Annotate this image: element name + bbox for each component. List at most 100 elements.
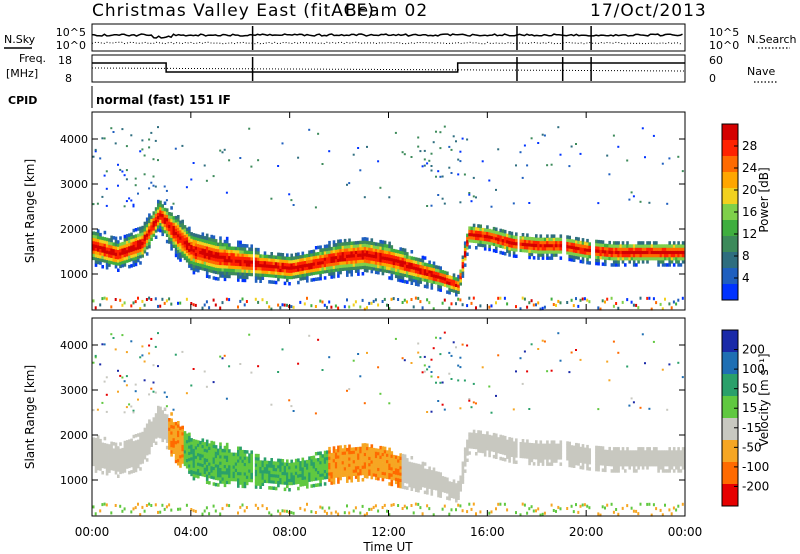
power-cell (581, 257, 585, 261)
power-cell (268, 258, 271, 262)
power-cell (483, 243, 487, 248)
velocity-cell (103, 343, 106, 346)
power-cell (381, 265, 385, 269)
power-cell (334, 268, 338, 272)
velocity-cell (334, 510, 337, 514)
velocity-cell (330, 452, 333, 457)
power-cell (179, 301, 182, 305)
velocity-cell (101, 458, 104, 462)
velocity-cell (321, 457, 325, 461)
power-cell (201, 306, 204, 310)
power-cell (410, 259, 414, 263)
velocity-cell (214, 509, 217, 513)
velocity-cell (239, 468, 242, 473)
power-cell (303, 254, 307, 258)
power-cell (125, 237, 129, 241)
power-cell (354, 300, 357, 304)
velocity-cell (370, 453, 374, 458)
velocity-cell (448, 487, 451, 492)
velocity-cell (219, 480, 222, 484)
velocity-cell (401, 472, 405, 477)
power-cell (221, 258, 225, 263)
power-cell (397, 265, 400, 270)
velocity-cell (488, 434, 491, 439)
power-cell (559, 256, 563, 260)
power-cell (388, 307, 391, 311)
power-cell (368, 263, 371, 267)
velocity-cell (228, 449, 231, 453)
power-cell (648, 244, 651, 248)
velocity-cell (108, 444, 111, 448)
velocity-cell (172, 447, 176, 451)
velocity-cell (248, 462, 251, 467)
velocity-cell (121, 469, 124, 474)
power-cell (326, 250, 329, 255)
power-cell (397, 262, 400, 266)
velocity-cell (443, 408, 446, 411)
velocity-cell (612, 462, 616, 467)
velocity-cell (497, 443, 500, 447)
power-cell (210, 263, 213, 267)
velocity-cell (548, 443, 551, 448)
power-cell (177, 246, 180, 250)
velocity-cell (495, 449, 498, 453)
power-cell (194, 240, 198, 244)
power-cell (283, 272, 287, 276)
power-cell (390, 267, 394, 271)
velocity-cell (363, 449, 367, 453)
velocity-cell (130, 340, 133, 343)
velocity-cell (154, 432, 158, 436)
velocity-cell (203, 467, 207, 471)
power-cell (421, 277, 425, 282)
velocity-cell (237, 462, 240, 466)
velocity-cell (143, 509, 146, 513)
power-cell (128, 258, 131, 263)
velocity-cell (225, 445, 229, 450)
velocity-cell (237, 471, 240, 476)
power-cell (179, 255, 182, 259)
velocity-cell (306, 459, 309, 464)
velocity-cell (450, 488, 454, 492)
power-cell (530, 252, 534, 257)
power-cell (254, 269, 258, 274)
power-cell (157, 209, 160, 213)
velocity-cell (257, 506, 260, 510)
velocity-cell (352, 463, 356, 467)
power-cell (423, 265, 427, 270)
power-cell (194, 258, 198, 263)
velocity-cell (488, 511, 491, 515)
power-cell (381, 300, 384, 303)
power-cell (459, 272, 462, 277)
power-cell (443, 283, 447, 287)
velocity-cell (459, 481, 462, 486)
velocity-cell (301, 460, 305, 465)
power-cell (121, 128, 124, 131)
velocity-cell (241, 478, 245, 482)
velocity-cell (439, 475, 442, 479)
velocity-cell (188, 457, 191, 462)
velocity-cell (208, 449, 211, 454)
velocity-cell (423, 468, 427, 473)
velocity-cell (259, 476, 262, 480)
power-cell (326, 244, 329, 248)
velocity-cell (134, 468, 138, 473)
power-cell (279, 271, 282, 276)
power-cell (301, 257, 305, 262)
velocity-cell (314, 464, 318, 469)
velocity-cell (141, 354, 144, 357)
power-cell (139, 242, 142, 246)
power-cell (666, 202, 669, 205)
power-cell (659, 302, 662, 306)
power-cell (192, 255, 196, 259)
power-cell (568, 238, 571, 243)
power-cell (343, 242, 347, 246)
power-cell (617, 145, 620, 148)
velocity-cell (148, 444, 151, 449)
velocity-cell (132, 434, 136, 439)
power-cell (475, 196, 477, 199)
velocity-cell (317, 467, 320, 471)
velocity-cell (506, 449, 509, 453)
velocity-cell (441, 476, 445, 480)
power-cell (681, 244, 685, 248)
velocity-cell (439, 353, 442, 356)
